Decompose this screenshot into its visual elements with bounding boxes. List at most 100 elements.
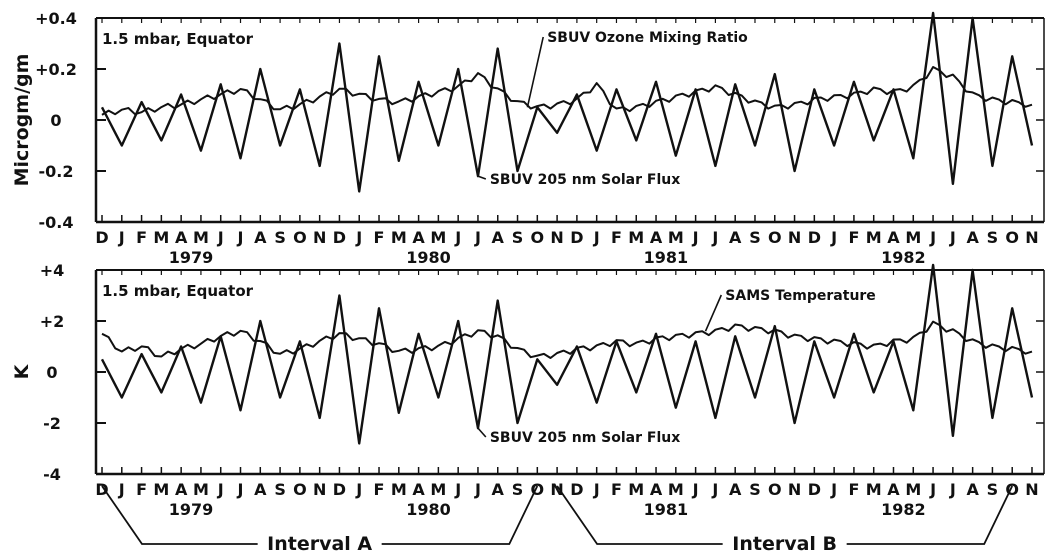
top-month-tick-label: J	[711, 228, 718, 247]
top-month-tick-label: D	[570, 228, 583, 247]
top-month-tick-label: A	[254, 228, 267, 247]
bottom-y-axis-label: K	[11, 363, 33, 379]
bottom-month-tick-label: A	[887, 480, 900, 499]
bottom-month-tick-label: M	[391, 480, 407, 499]
bottom-y-tick-label: -2	[43, 414, 61, 433]
top-month-tick-label: M	[153, 228, 169, 247]
top-month-tick-label: J	[949, 228, 956, 247]
top-month-tick-label: J	[593, 228, 600, 247]
top-y-tick-label: -0.4	[39, 213, 74, 232]
top-month-tick-label: J	[355, 228, 362, 247]
top-year-label: 1980	[406, 248, 451, 267]
top-month-tick-label: M	[391, 228, 407, 247]
bottom-month-tick-label: D	[95, 480, 108, 499]
bottom-month-tick-label: D	[808, 480, 821, 499]
interval-label-b: Interval B	[732, 533, 837, 554]
bottom-annotation-label: SAMS Temperature	[725, 288, 876, 304]
top-month-tick-label: M	[628, 228, 644, 247]
bottom-month-tick-label: J	[692, 480, 699, 499]
top-month-tick-label: A	[175, 228, 188, 247]
bottom-month-tick-label: N	[1025, 480, 1038, 499]
top-month-tick-label: J	[454, 228, 461, 247]
bottom-year-label: 1979	[169, 500, 214, 519]
top-month-tick-label: N	[313, 228, 326, 247]
top-month-tick-label: N	[550, 228, 563, 247]
bottom-month-tick-label: M	[866, 480, 882, 499]
top-month-tick-label: M	[905, 228, 921, 247]
bottom-month-tick-label: M	[430, 480, 446, 499]
top-month-tick-label: J	[474, 228, 481, 247]
bottom-month-tick-label: A	[492, 480, 505, 499]
bottom-month-tick-label: J	[711, 480, 718, 499]
bottom-year-label: 1982	[881, 500, 926, 519]
top-month-tick-label: J	[217, 228, 224, 247]
top-annotation-label: SBUV 205 nm Solar Flux	[490, 172, 680, 188]
bottom-month-tick-label: J	[355, 480, 362, 499]
top-panel-label: 1.5 mbar, Equator	[102, 30, 254, 48]
bottom-month-tick-label: A	[254, 480, 267, 499]
bottom-month-tick-label: M	[153, 480, 169, 499]
bottom-year-label: 1980	[406, 500, 451, 519]
bottom-y-tick-label: +4	[40, 261, 65, 280]
bottom-y-tick-label: +2	[40, 312, 65, 331]
top-annotation-leader	[526, 36, 544, 108]
bottom-panel-label: 1.5 mbar, Equator	[102, 282, 254, 300]
bottom-series-line-solar-flux	[100, 263, 1034, 445]
bottom-month-tick-label: J	[593, 480, 600, 499]
bottom-month-tick-label: O	[293, 480, 307, 499]
bottom-month-tick-label: N	[550, 480, 563, 499]
bottom-month-tick-label: J	[474, 480, 481, 499]
top-month-tick-label: F	[848, 228, 859, 247]
top-series-line-primary	[101, 66, 1033, 116]
bottom-month-tick-label: F	[374, 480, 385, 499]
bottom-month-tick-label: F	[611, 480, 622, 499]
top-series-line-solar-flux	[100, 11, 1034, 193]
top-year-label: 1982	[881, 248, 926, 267]
top-year-label: 1981	[644, 248, 689, 267]
top-y-tick-label: +0.4	[35, 9, 77, 28]
bottom-month-tick-label: S	[274, 480, 286, 499]
bottom-month-tick-label: J	[830, 480, 837, 499]
top-month-tick-label: O	[1005, 228, 1019, 247]
bottom-month-tick-label: A	[650, 480, 663, 499]
bottom-month-tick-label: S	[749, 480, 761, 499]
bottom-month-tick-label: A	[412, 480, 425, 499]
bottom-y-tick-label: -4	[43, 465, 61, 484]
top-month-tick-label: D	[333, 228, 346, 247]
top-month-tick-label: A	[966, 228, 979, 247]
bottom-month-tick-label: A	[729, 480, 742, 499]
top-month-tick-label: O	[768, 228, 782, 247]
top-month-tick-label: J	[118, 228, 125, 247]
bottom-month-tick-label: O	[768, 480, 782, 499]
top-month-tick-label: M	[668, 228, 684, 247]
top-month-tick-label: A	[492, 228, 505, 247]
top-y-axis-label: Microgm/gm	[11, 54, 33, 187]
top-month-tick-label: F	[374, 228, 385, 247]
bottom-month-tick-label: D	[333, 480, 346, 499]
top-month-tick-label: S	[274, 228, 286, 247]
top-month-tick-label: A	[729, 228, 742, 247]
top-month-tick-label: M	[430, 228, 446, 247]
interval-bracket-b	[556, 485, 1014, 545]
bottom-month-tick-label: S	[512, 480, 524, 499]
bottom-month-tick-label: S	[987, 480, 999, 499]
top-y-tick-label: +0.2	[35, 60, 77, 79]
bottom-series-line-primary	[101, 320, 1033, 359]
top-month-tick-label: A	[412, 228, 425, 247]
top-month-tick-label: S	[987, 228, 999, 247]
bottom-month-tick-label: J	[949, 480, 956, 499]
top-y-tick-label: 0	[50, 111, 61, 130]
bottom-annotation-label: SBUV 205 nm Solar Flux	[490, 430, 680, 446]
top-month-tick-label: J	[692, 228, 699, 247]
bottom-month-tick-label: M	[193, 480, 209, 499]
bottom-month-tick-label: D	[570, 480, 583, 499]
top-month-tick-label: S	[749, 228, 761, 247]
bottom-month-tick-label: A	[175, 480, 188, 499]
top-month-tick-label: A	[650, 228, 663, 247]
bottom-annotation-leader	[704, 294, 723, 332]
bottom-month-tick-label: J	[237, 480, 244, 499]
bottom-month-tick-label: J	[217, 480, 224, 499]
top-month-tick-label: J	[830, 228, 837, 247]
bottom-month-tick-label: N	[313, 480, 326, 499]
